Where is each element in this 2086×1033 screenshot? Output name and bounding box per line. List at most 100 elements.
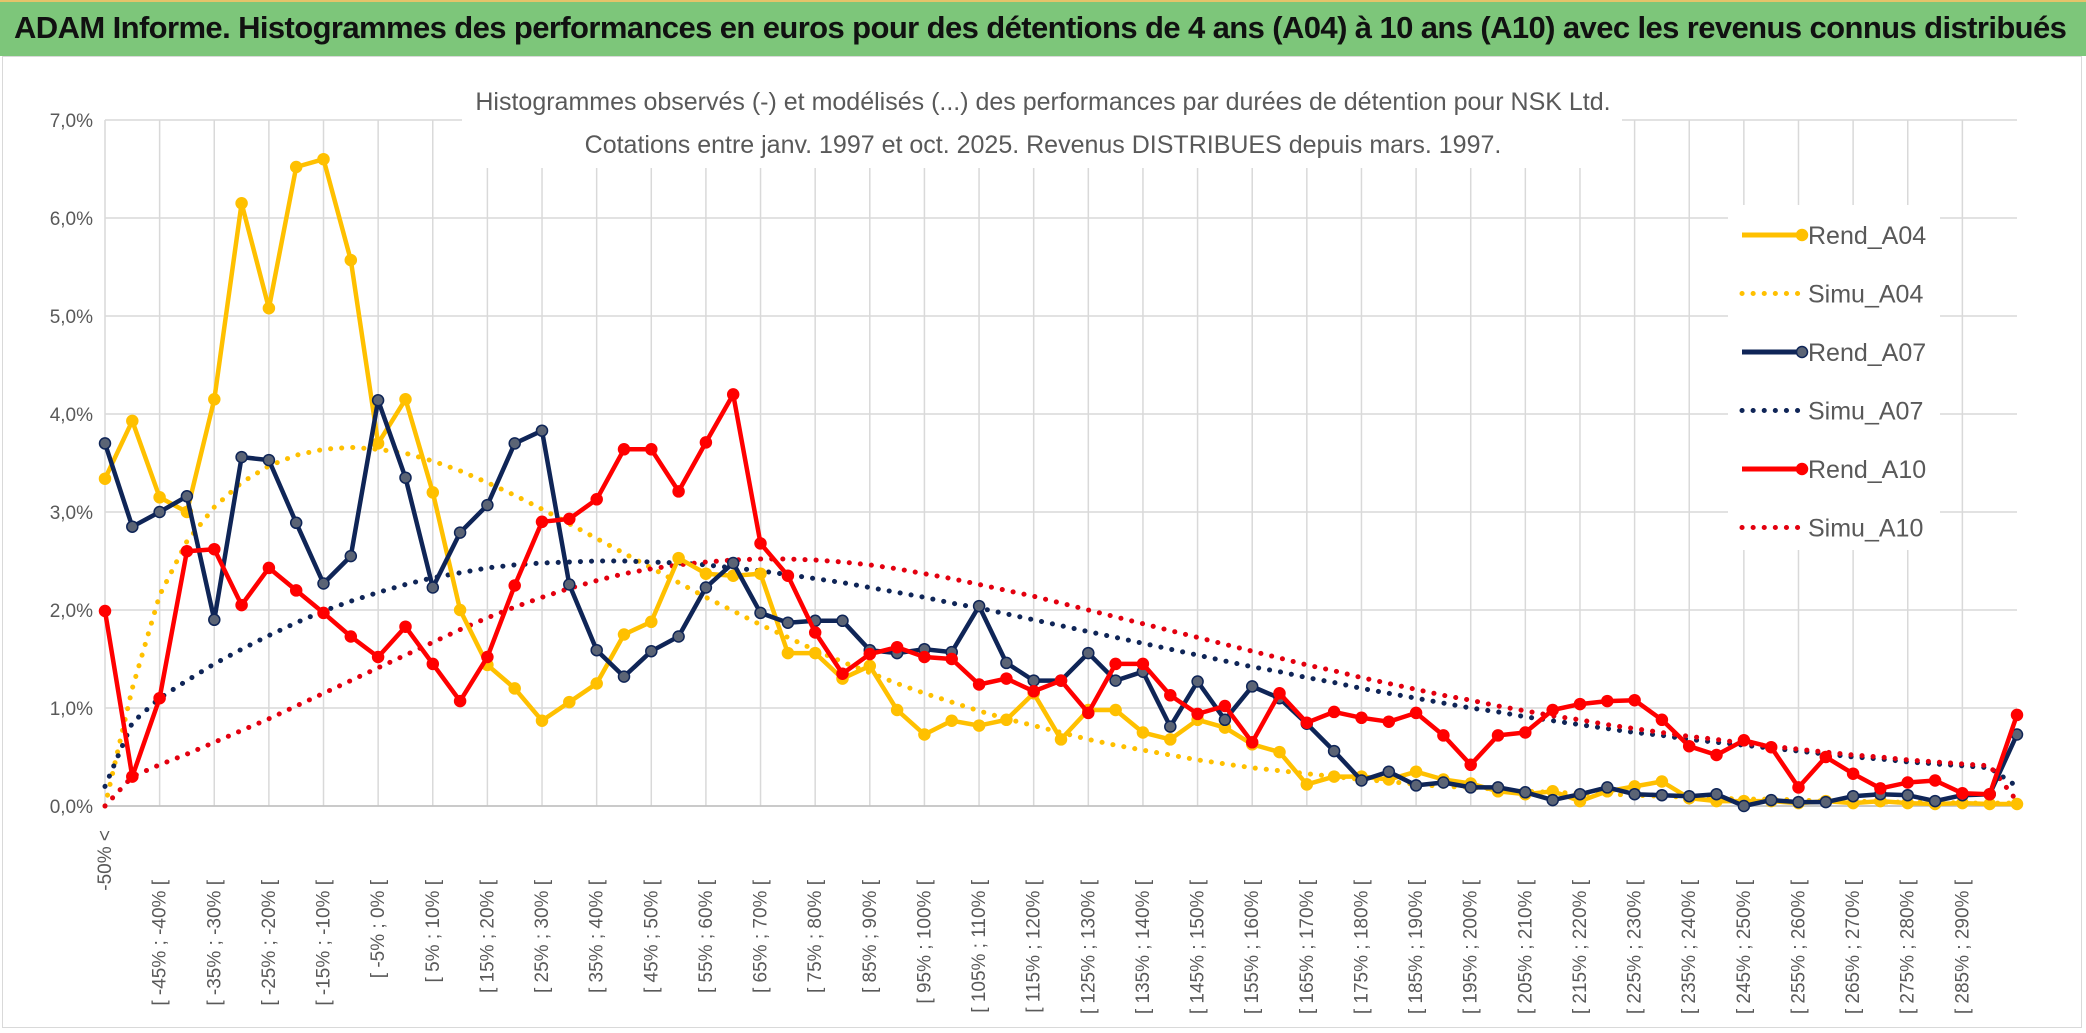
data-point <box>590 493 603 506</box>
data-point <box>1409 706 1423 720</box>
data-point <box>645 644 658 658</box>
data-point <box>1000 713 1013 727</box>
data-point <box>262 453 276 467</box>
y-tick-label: 6,0% <box>50 209 93 230</box>
data-point <box>426 486 440 499</box>
data-point <box>1682 789 1696 803</box>
data-point <box>1710 748 1723 762</box>
data-point <box>726 388 740 401</box>
legend-item-Rend_A04: Rend_A04 <box>1742 222 1926 250</box>
data-point <box>262 301 276 315</box>
data-point <box>699 567 713 580</box>
data-point <box>1327 770 1341 783</box>
x-tick-label: [ 175% ; 180% [ <box>1351 879 1372 1014</box>
data-point <box>1901 776 1914 789</box>
data-point <box>371 394 385 407</box>
data-point <box>781 569 795 582</box>
x-tick-label: [ 265% ; 270% [ <box>1843 879 1864 1014</box>
x-tick-label: [ 235% ; 240% [ <box>1679 879 1700 1014</box>
data-point <box>836 667 849 680</box>
data-point <box>590 677 603 690</box>
data-point <box>617 443 631 456</box>
series-Simu_A10 <box>102 556 2020 809</box>
data-point <box>781 616 795 629</box>
data-point <box>1027 674 1040 687</box>
x-tick-label: [ 275% ; 280% [ <box>1898 879 1919 1014</box>
series-layer <box>98 152 2024 813</box>
legend-item-Rend_A10: Rend_A10 <box>1742 456 1926 484</box>
legend-marker <box>1795 228 1809 242</box>
data-point <box>535 714 549 727</box>
chart-area <box>2 56 2082 1028</box>
data-point <box>180 490 194 503</box>
x-tick-label: [ 115% ; 120% [ <box>1024 879 1045 1012</box>
x-tick-label: [ 5% ; 10% [ <box>423 879 444 982</box>
x-tick-label: [ 285% ; 290% [ <box>1952 879 1973 1014</box>
data-point <box>208 613 221 627</box>
data-point <box>1164 689 1177 702</box>
data-point <box>1300 778 1314 791</box>
data-point <box>808 646 822 660</box>
data-point <box>563 512 576 526</box>
chart-title-line-2: Cotations entre janv. 1997 et oct. 2025.… <box>585 131 1502 159</box>
data-point <box>1956 787 1969 800</box>
data-point <box>1573 697 1587 711</box>
legend-label: Simu_A07 <box>1808 398 1923 426</box>
x-tick-label: [ 215% ; 220% [ <box>1570 879 1591 1014</box>
data-point <box>1409 765 1423 778</box>
data-point <box>1273 687 1286 700</box>
data-point <box>699 581 713 594</box>
data-point <box>563 578 576 591</box>
data-point <box>1901 788 1914 802</box>
data-point <box>754 537 767 550</box>
data-point <box>371 650 385 664</box>
data-point <box>1464 758 1477 772</box>
data-point <box>1191 675 1204 688</box>
data-point <box>399 393 412 406</box>
y-tick-label: 5,0% <box>50 307 93 328</box>
x-tick-label: [ 125% ; 130% [ <box>1078 879 1099 1014</box>
data-point <box>426 657 440 671</box>
legend-item-Simu_A04: Simu_A04 <box>1739 281 1923 309</box>
data-point <box>289 584 303 597</box>
data-point <box>1000 672 1013 685</box>
data-point <box>535 424 549 437</box>
x-tick-label: [ 145% ; 150% [ <box>1188 879 1209 1014</box>
data-point <box>1082 646 1095 660</box>
data-point <box>1245 680 1259 693</box>
x-tick-label: [ 35% ; 40% [ <box>587 879 608 993</box>
data-point <box>453 526 467 539</box>
data-point <box>399 620 412 633</box>
data-point <box>2010 797 2024 811</box>
data-point <box>672 551 685 565</box>
data-point <box>1928 774 1942 787</box>
data-point <box>1437 776 1450 789</box>
data-point <box>1054 733 1068 746</box>
legend: Rend_A04 Simu_A04 Rend_A07 Simu_A07 Rend_A10… <box>1728 205 1940 550</box>
data-point <box>1764 793 1778 807</box>
report-title: ADAM Informe. Histogrammes des performan… <box>14 10 2067 45</box>
data-point <box>1655 713 1669 727</box>
x-tick-label: [ 205% ; 210% [ <box>1515 879 1536 1014</box>
data-point <box>426 581 440 594</box>
series-line-Simu_A10 <box>102 556 2020 809</box>
data-point <box>617 670 631 683</box>
title-background <box>462 80 1622 168</box>
data-point <box>98 604 112 618</box>
data-point <box>508 682 521 695</box>
data-point <box>1846 767 1860 780</box>
data-point <box>1082 706 1095 720</box>
data-point <box>262 561 276 575</box>
x-tick-label: [ -15% ; -10% [ <box>314 879 335 1005</box>
data-point <box>2010 708 2024 722</box>
data-point <box>781 646 795 660</box>
x-tick-label: [ 55% ; 60% [ <box>696 879 717 993</box>
data-point <box>726 556 740 570</box>
data-point <box>453 694 467 708</box>
data-point <box>1546 703 1559 717</box>
data-point <box>1164 733 1177 746</box>
data-point <box>317 577 330 590</box>
data-point <box>890 640 904 654</box>
data-point <box>98 472 112 485</box>
